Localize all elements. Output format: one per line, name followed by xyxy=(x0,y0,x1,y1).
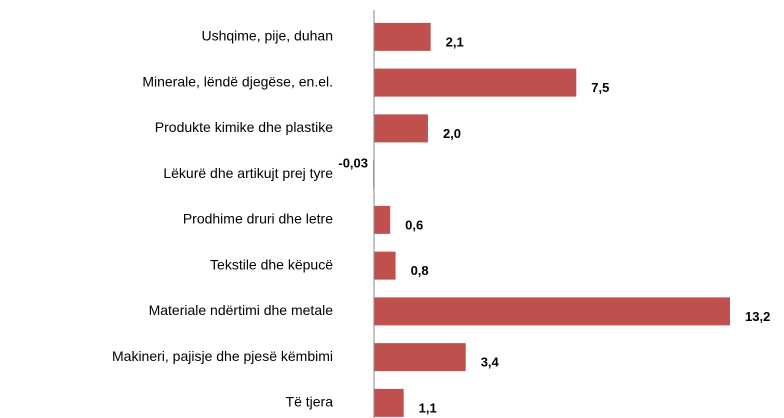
bar xyxy=(374,343,466,372)
value-label: -0,03 xyxy=(338,156,368,171)
value-label: 1,1 xyxy=(419,400,437,415)
value-label: 2,0 xyxy=(443,126,461,141)
category-label: Lëkurë dhe artikujt prej tyre xyxy=(163,165,333,181)
value-label: 2,1 xyxy=(446,34,464,49)
category-label: Produkte kimike dhe plastike xyxy=(155,119,333,135)
bar xyxy=(374,297,730,326)
bar xyxy=(374,22,431,51)
bar xyxy=(374,114,428,143)
value-label: 3,4 xyxy=(481,355,500,370)
category-label: Prodhime druri dhe letre xyxy=(183,211,333,227)
category-label: Makineri, pajisje dhe pjesë këmbimi xyxy=(112,348,333,364)
value-label: 0,6 xyxy=(405,217,423,232)
value-label: 7,5 xyxy=(591,80,609,95)
category-label: Tekstile dhe këpucë xyxy=(210,256,333,272)
value-label: 0,8 xyxy=(411,263,429,278)
bar xyxy=(374,251,396,280)
category-label: Materiale ndërtimi dhe metale xyxy=(149,302,334,318)
bar xyxy=(374,205,391,234)
category-label: Të tjera xyxy=(286,394,334,410)
value-label: 13,2 xyxy=(745,309,770,324)
category-label: Ushqime, pije, duhan xyxy=(201,28,333,44)
bar xyxy=(374,388,404,417)
bar xyxy=(374,68,577,97)
category-label: Minerale, lëndë djegëse, en.el. xyxy=(142,73,333,89)
